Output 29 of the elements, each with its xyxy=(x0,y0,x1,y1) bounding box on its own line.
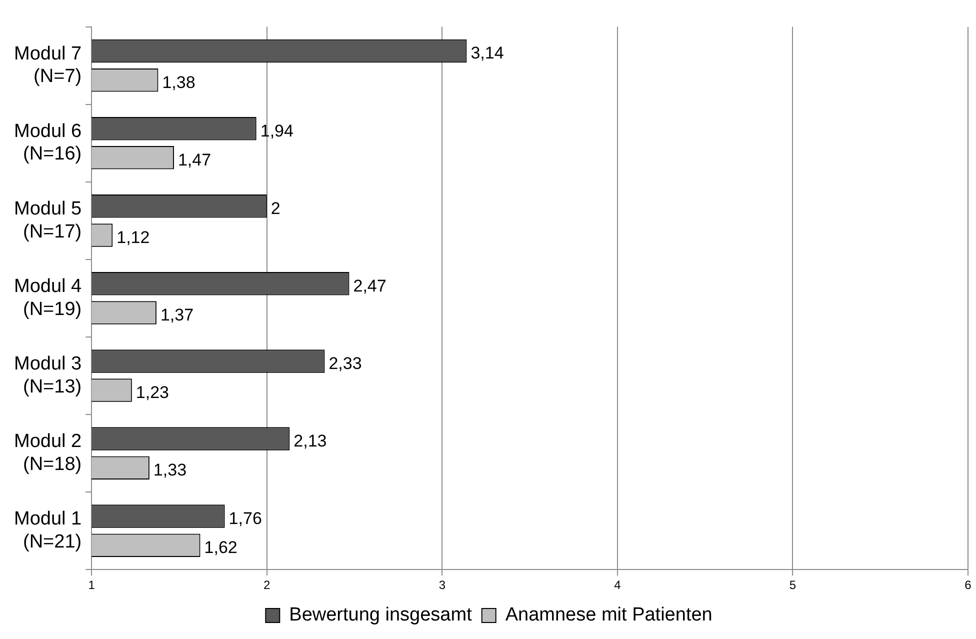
data-label: 2,33 xyxy=(328,354,362,373)
data-label: 3,14 xyxy=(470,44,504,63)
data-label: 1,38 xyxy=(162,72,196,92)
y-tick-label: Modul 3 (N=13) xyxy=(14,354,82,398)
y-tick-label: Modul 5 (N=17) xyxy=(14,198,82,242)
data-label: 1,23 xyxy=(136,382,170,402)
y-tick-label: Modul 6 (N=16) xyxy=(14,120,82,165)
data-label: 1,94 xyxy=(260,121,294,140)
x-tick-label: 3 xyxy=(438,578,446,592)
y-tick-label: Modul 2 (N=18) xyxy=(14,431,82,475)
data-label: 2,47 xyxy=(353,276,386,296)
data-label: 1,37 xyxy=(160,305,194,324)
data-label: 1,47 xyxy=(178,150,212,170)
x-tick-label: 6 xyxy=(964,578,972,592)
data-label: 1,76 xyxy=(228,508,262,528)
y-tick-label: Modul 1 (N=21) xyxy=(14,508,82,552)
legend-label: Anamnese mit Patienten xyxy=(505,604,712,626)
x-tick-label: 4 xyxy=(614,578,622,592)
data-label: 1,12 xyxy=(116,228,150,247)
x-tick-label: 5 xyxy=(789,578,796,592)
x-tick-label: 2 xyxy=(264,578,271,592)
y-tick-label: Modul 4 (N=19) xyxy=(14,276,82,320)
data-label: 2 xyxy=(270,198,280,218)
x-tick-label: 1 xyxy=(88,578,96,592)
legend-label: Bewertung insgesamt xyxy=(289,604,473,626)
data-label: 1,33 xyxy=(153,460,187,480)
data-label: 2,13 xyxy=(294,431,327,450)
data-label: 1,62 xyxy=(204,538,238,558)
y-tick-label: Modul 7 (N=7) xyxy=(14,43,82,88)
